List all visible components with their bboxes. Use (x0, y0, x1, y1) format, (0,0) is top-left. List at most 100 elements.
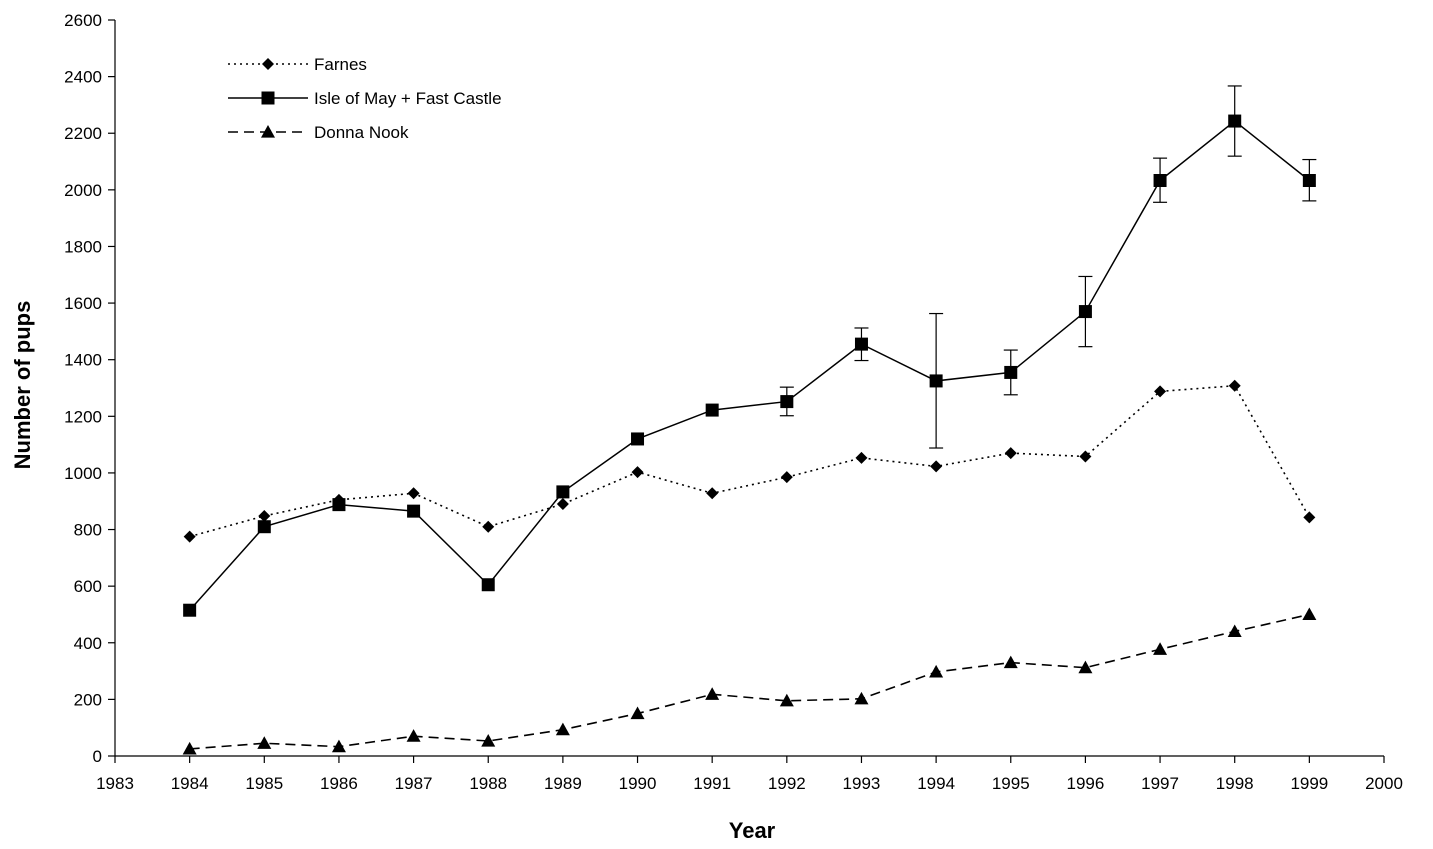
x-tick-label: 1993 (843, 774, 881, 793)
y-axis-title: Number of pups (10, 301, 35, 470)
data-point-farnes (258, 509, 271, 522)
data-point-farnes (855, 451, 868, 464)
data-point-isle-of-may-fast-castle (1004, 365, 1018, 379)
y-tick-label: 2000 (64, 181, 102, 200)
data-point-isle-of-may-fast-castle (1078, 305, 1092, 319)
data-point-donna-nook (630, 706, 645, 720)
axes: 0 200 400 600 800 1000 1200 1400 1600 1800 2000 220… (64, 11, 1403, 793)
data-point-isle-of-may-fast-castle (631, 432, 645, 446)
x-tick-label: 1991 (693, 774, 731, 793)
y-tick-label: 2200 (64, 124, 102, 143)
data-point-farnes (482, 520, 495, 533)
data-point-donna-nook (1003, 655, 1018, 669)
data-point-donna-nook (1078, 660, 1093, 674)
data-point-farnes (780, 471, 793, 484)
legend-label: Isle of May + Fast Castle (314, 89, 502, 108)
data-point-farnes (1004, 447, 1017, 460)
y-tick-label: 0 (93, 747, 102, 766)
data-point-farnes (1154, 385, 1167, 398)
y-tick-label: 200 (74, 690, 102, 709)
x-tick-label: 1986 (320, 774, 358, 793)
x-tick-label: 1997 (1141, 774, 1179, 793)
data-point-isle-of-may-fast-castle (1228, 114, 1242, 128)
data-point-donna-nook (779, 693, 794, 707)
data-point-donna-nook (257, 736, 272, 749)
y-tick-label: 600 (74, 577, 102, 596)
data-point-farnes (556, 498, 569, 511)
series-farnes (183, 379, 1316, 543)
y-tick-label: 1200 (64, 407, 102, 426)
series-line-isle-of-may-fast-castle (189, 120, 1310, 611)
data-point-isle-of-may-fast-castle (556, 485, 570, 499)
legend-marker (262, 58, 274, 70)
y-tick-label: 1000 (64, 464, 102, 483)
x-tick-label: 1995 (992, 774, 1030, 793)
y-tick-label: 2400 (64, 68, 102, 87)
data-point-donna-nook (1302, 607, 1317, 621)
y-tick-label: 1400 (64, 351, 102, 370)
x-axis-title: Year (729, 818, 776, 843)
legend-label: Farnes (314, 55, 367, 74)
data-point-donna-nook (929, 664, 944, 678)
series-line-donna-nook (189, 613, 1310, 750)
x-tick-label: 1992 (768, 774, 806, 793)
legend-entry: Isle of May + Fast Castle (228, 89, 502, 108)
x-tick-label: 1996 (1066, 774, 1104, 793)
x-tick-label: 2000 (1365, 774, 1403, 793)
data-point-farnes (930, 460, 943, 473)
data-point-farnes (183, 530, 196, 543)
data-point-donna-nook (1153, 642, 1168, 655)
data-point-farnes (631, 466, 644, 479)
legend: Farnes Isle of May + Fast Castle Donna Noo… (228, 55, 502, 142)
data-point-isle-of-may-fast-castle (1153, 174, 1167, 188)
x-tick-label: 1998 (1216, 774, 1254, 793)
data-point-donna-nook (854, 691, 869, 705)
x-tick-label: 1999 (1290, 774, 1328, 793)
data-point-donna-nook (555, 722, 570, 736)
y-tick-label: 2600 (64, 11, 102, 30)
data-point-donna-nook (331, 739, 346, 753)
data-point-isle-of-may-fast-castle (929, 374, 943, 388)
x-tick-label: 1988 (469, 774, 507, 793)
data-point-donna-nook (1227, 624, 1242, 638)
data-point-isle-of-may-fast-castle (332, 498, 346, 512)
y-tick-label: 800 (74, 521, 102, 540)
x-tick-label: 1987 (395, 774, 433, 793)
legend-entry: Farnes (228, 55, 367, 74)
legend-marker (261, 125, 275, 138)
x-tick-label: 1994 (917, 774, 955, 793)
x-tick-label: 1985 (245, 774, 283, 793)
data-point-donna-nook (406, 729, 421, 742)
legend-entry: Donna Nook (228, 123, 409, 142)
data-point-donna-nook (705, 687, 720, 700)
series-layer (182, 85, 1317, 755)
x-tick-label: 1983 (96, 774, 134, 793)
data-point-farnes (1228, 379, 1241, 392)
data-point-isle-of-may-fast-castle (407, 504, 421, 518)
data-point-isle-of-may-fast-castle (705, 403, 719, 417)
data-point-farnes (407, 487, 420, 500)
x-tick-label: 1984 (171, 774, 209, 793)
data-point-donna-nook (182, 741, 197, 755)
legend-label: Donna Nook (314, 123, 409, 142)
data-point-isle-of-may-fast-castle (1302, 174, 1316, 188)
data-point-farnes (1303, 511, 1316, 524)
data-point-farnes (1079, 450, 1092, 463)
data-point-isle-of-may-fast-castle (854, 337, 868, 351)
x-tick-label: 1989 (544, 774, 582, 793)
series-isle-of-may-fast-castle (183, 85, 1317, 617)
data-point-isle-of-may-fast-castle (183, 603, 197, 617)
y-tick-label: 1800 (64, 237, 102, 256)
series-donna-nook (182, 607, 1317, 755)
x-tick-label: 1990 (619, 774, 657, 793)
data-point-isle-of-may-fast-castle (257, 520, 271, 534)
legend-marker (261, 91, 275, 105)
data-point-isle-of-may-fast-castle (481, 578, 495, 592)
y-tick-label: 400 (74, 634, 102, 653)
data-point-donna-nook (481, 733, 496, 747)
data-point-isle-of-may-fast-castle (780, 395, 794, 409)
series-line-farnes (189, 384, 1311, 538)
data-point-farnes (706, 487, 719, 500)
y-tick-label: 1600 (64, 294, 102, 313)
